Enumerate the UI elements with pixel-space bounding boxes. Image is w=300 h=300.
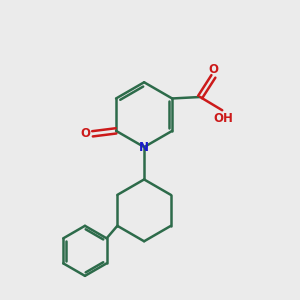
Text: OH: OH [213, 112, 233, 125]
Text: O: O [80, 127, 90, 140]
Text: N: N [139, 141, 149, 154]
Text: O: O [208, 63, 218, 76]
